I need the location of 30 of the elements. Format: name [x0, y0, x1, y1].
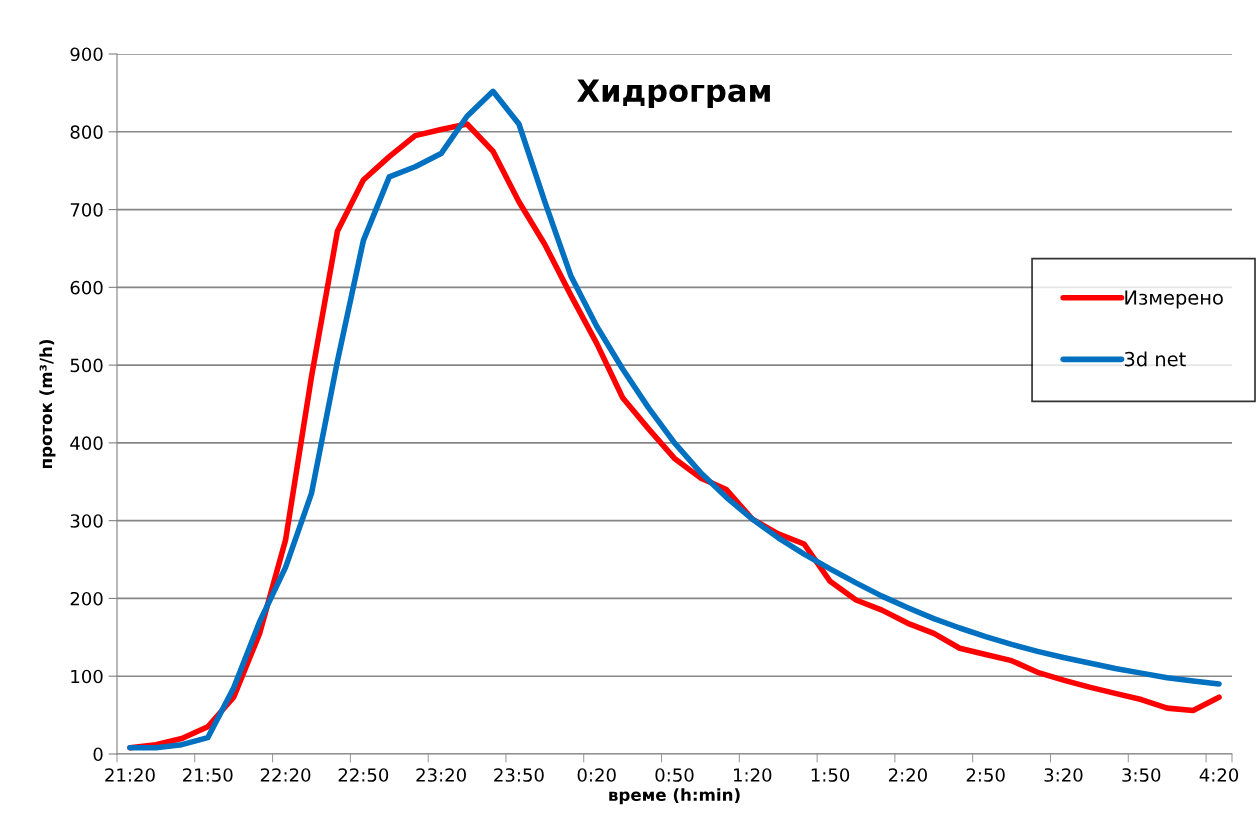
x-tick-label: 23:50: [494, 768, 544, 782]
x-tick-label: 1:20: [734, 768, 772, 782]
x-tick-label: 3:20: [1044, 768, 1083, 782]
x-tick-label: 3:50: [1122, 768, 1161, 782]
x-tick-label: 4:20: [1199, 768, 1239, 782]
x-tick-label: 21:20: [105, 768, 155, 782]
x-tick-label: 21:50: [183, 768, 233, 782]
x-tick-label: 2:50: [966, 768, 1005, 782]
x-tick-label: 22:20: [260, 768, 311, 782]
y-tick-label: 700: [70, 203, 103, 217]
x-tick-label: 22:50: [338, 768, 389, 782]
y-tick-label: 600: [70, 280, 103, 295]
y-tick-label: 0: [93, 747, 103, 762]
y-tick-label: 300: [70, 514, 103, 528]
legend-label: 3d net: [1124, 351, 1186, 367]
y-tick-label: 800: [70, 125, 103, 139]
y-tick-label: 100: [71, 669, 103, 684]
x-tick-label: 0:20: [577, 768, 616, 782]
x-tick-label: 2:20: [888, 768, 927, 782]
x-tick-label: 23:20: [416, 768, 466, 782]
y-tick-label: 400: [70, 436, 103, 451]
text: Хидрограм: [577, 79, 770, 109]
y-tick-label: 500: [70, 358, 103, 373]
x-axis-title: време (h:min): [609, 788, 740, 805]
y-tick-label: 900: [70, 47, 103, 62]
legend-label: Измерено: [1125, 290, 1223, 309]
y-axis-title: проток (m³/h): [39, 339, 56, 469]
y-tick-label: 200: [70, 591, 103, 606]
x-tick-label: 1:50: [811, 768, 850, 782]
x-tick-label: 0:50: [655, 768, 694, 782]
